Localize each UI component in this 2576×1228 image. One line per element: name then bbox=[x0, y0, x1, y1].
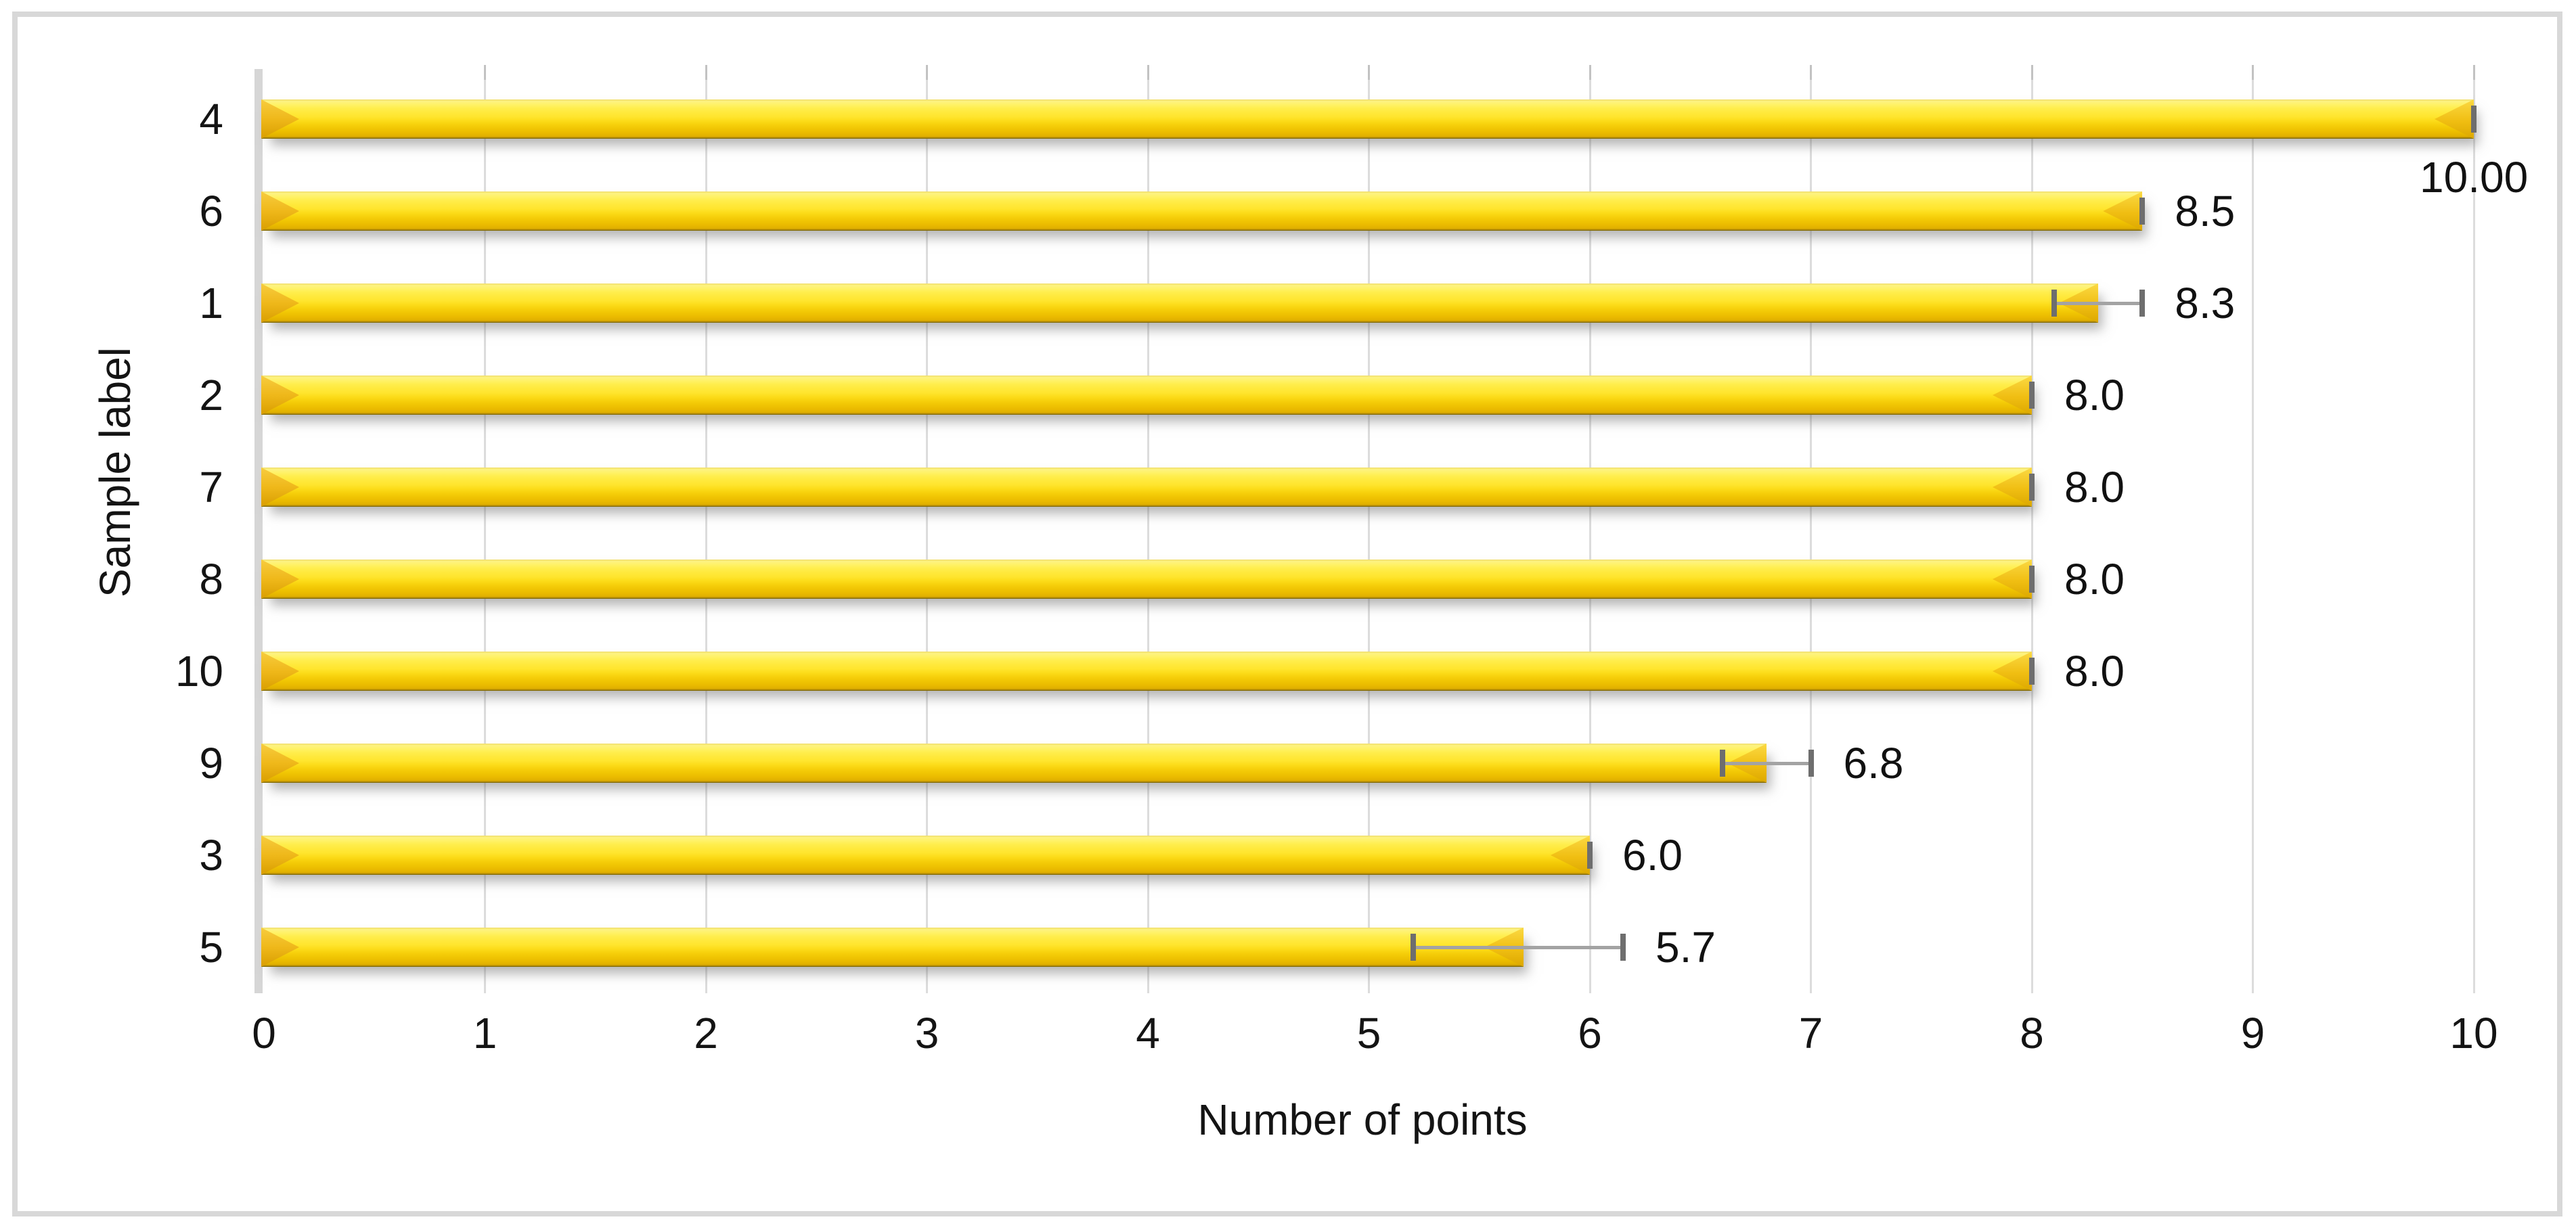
category-label: 3 bbox=[199, 831, 223, 880]
bar-sample-8 bbox=[261, 560, 2032, 599]
error-bar-cap bbox=[1410, 934, 1416, 961]
bar-sample-1 bbox=[261, 283, 2098, 323]
category-label: 8 bbox=[199, 555, 223, 604]
data-label: 5.7 bbox=[1655, 923, 1716, 972]
gridline-top-tick bbox=[926, 65, 928, 80]
bar-sample-6 bbox=[261, 191, 2143, 231]
gridline bbox=[484, 69, 486, 993]
data-label: 8.3 bbox=[2175, 279, 2236, 327]
bar-sample-5 bbox=[261, 928, 1524, 967]
x-tick-label: 6 bbox=[1578, 1009, 1602, 1058]
error-bar-cap bbox=[2139, 290, 2146, 317]
error-bar-cap bbox=[2471, 106, 2477, 133]
bar-sample-7 bbox=[261, 468, 2032, 507]
error-bar-line bbox=[1722, 761, 1811, 765]
gridline bbox=[926, 69, 928, 993]
error-bar-cap bbox=[2029, 474, 2035, 501]
gridline bbox=[2030, 69, 2033, 993]
y-axis-line bbox=[254, 69, 263, 993]
category-label: 1 bbox=[199, 279, 223, 327]
category-label: 6 bbox=[199, 187, 223, 235]
x-tick-label: 8 bbox=[2020, 1009, 2044, 1058]
x-tick-label: 5 bbox=[1356, 1009, 1381, 1058]
x-tick-label: 9 bbox=[2240, 1009, 2265, 1058]
data-label: 8.0 bbox=[2064, 371, 2125, 419]
data-label: 10.00 bbox=[2420, 153, 2529, 202]
y-axis-title: Sample label bbox=[91, 347, 139, 597]
category-label: 4 bbox=[199, 95, 223, 143]
bar-sample-10 bbox=[261, 652, 2032, 691]
bar-sample-2 bbox=[261, 376, 2032, 415]
error-bar-cap bbox=[2029, 658, 2035, 685]
error-bar-cap bbox=[2029, 566, 2035, 593]
gridline bbox=[705, 69, 707, 993]
error-bar-cap bbox=[2051, 290, 2057, 317]
error-bar-cap bbox=[1587, 842, 1593, 869]
gridline-top-tick bbox=[484, 65, 486, 80]
error-bar-line bbox=[1413, 945, 1623, 949]
x-tick-label: 0 bbox=[252, 1009, 276, 1058]
gridline-top-tick bbox=[2030, 65, 2033, 80]
data-label: 8.5 bbox=[2175, 187, 2236, 235]
data-label: 6.8 bbox=[1843, 739, 1904, 788]
x-tick-label: 10 bbox=[2449, 1009, 2498, 1058]
error-bar-cap bbox=[1719, 750, 1725, 777]
x-tick-label: 7 bbox=[1798, 1009, 1823, 1058]
x-tick-label: 3 bbox=[914, 1009, 939, 1058]
x-tick-label: 1 bbox=[472, 1009, 497, 1058]
gridline-top-tick bbox=[2252, 65, 2254, 80]
category-label: 10 bbox=[175, 647, 223, 696]
data-label: 6.0 bbox=[1622, 831, 1683, 880]
data-label: 8.0 bbox=[2064, 647, 2125, 696]
error-bar-line bbox=[2053, 301, 2143, 305]
bar-sample-4 bbox=[261, 99, 2474, 139]
gridline-top-tick bbox=[2472, 65, 2475, 80]
data-label: 8.0 bbox=[2064, 555, 2125, 604]
gridline bbox=[2252, 69, 2254, 993]
gridline bbox=[1810, 69, 1812, 993]
gridline-top-tick bbox=[705, 65, 707, 80]
gridline-top-tick bbox=[1810, 65, 1812, 80]
bar-sample-3 bbox=[261, 836, 1590, 875]
category-label: 7 bbox=[199, 463, 223, 511]
gridline-top-tick bbox=[1147, 65, 1149, 80]
gridline bbox=[1147, 69, 1149, 993]
gridline-top-tick bbox=[1368, 65, 1370, 80]
x-axis-title: Number of points bbox=[1197, 1095, 1528, 1144]
gridline bbox=[2472, 69, 2475, 993]
error-bar-cap bbox=[1808, 750, 1814, 777]
x-tick-label: 2 bbox=[694, 1009, 718, 1058]
category-label: 5 bbox=[199, 923, 223, 972]
x-tick-label: 4 bbox=[1136, 1009, 1160, 1058]
gridline bbox=[1589, 69, 1591, 993]
error-bar-cap bbox=[1620, 934, 1626, 961]
bar-sample-9 bbox=[261, 744, 1767, 783]
category-label: 9 bbox=[199, 739, 223, 788]
error-bar-cap bbox=[2029, 382, 2035, 409]
error-bar-cap bbox=[2139, 198, 2146, 225]
gridline bbox=[1368, 69, 1370, 993]
data-label: 8.0 bbox=[2064, 463, 2125, 511]
category-label: 2 bbox=[199, 371, 223, 419]
gridline-top-tick bbox=[1589, 65, 1591, 80]
